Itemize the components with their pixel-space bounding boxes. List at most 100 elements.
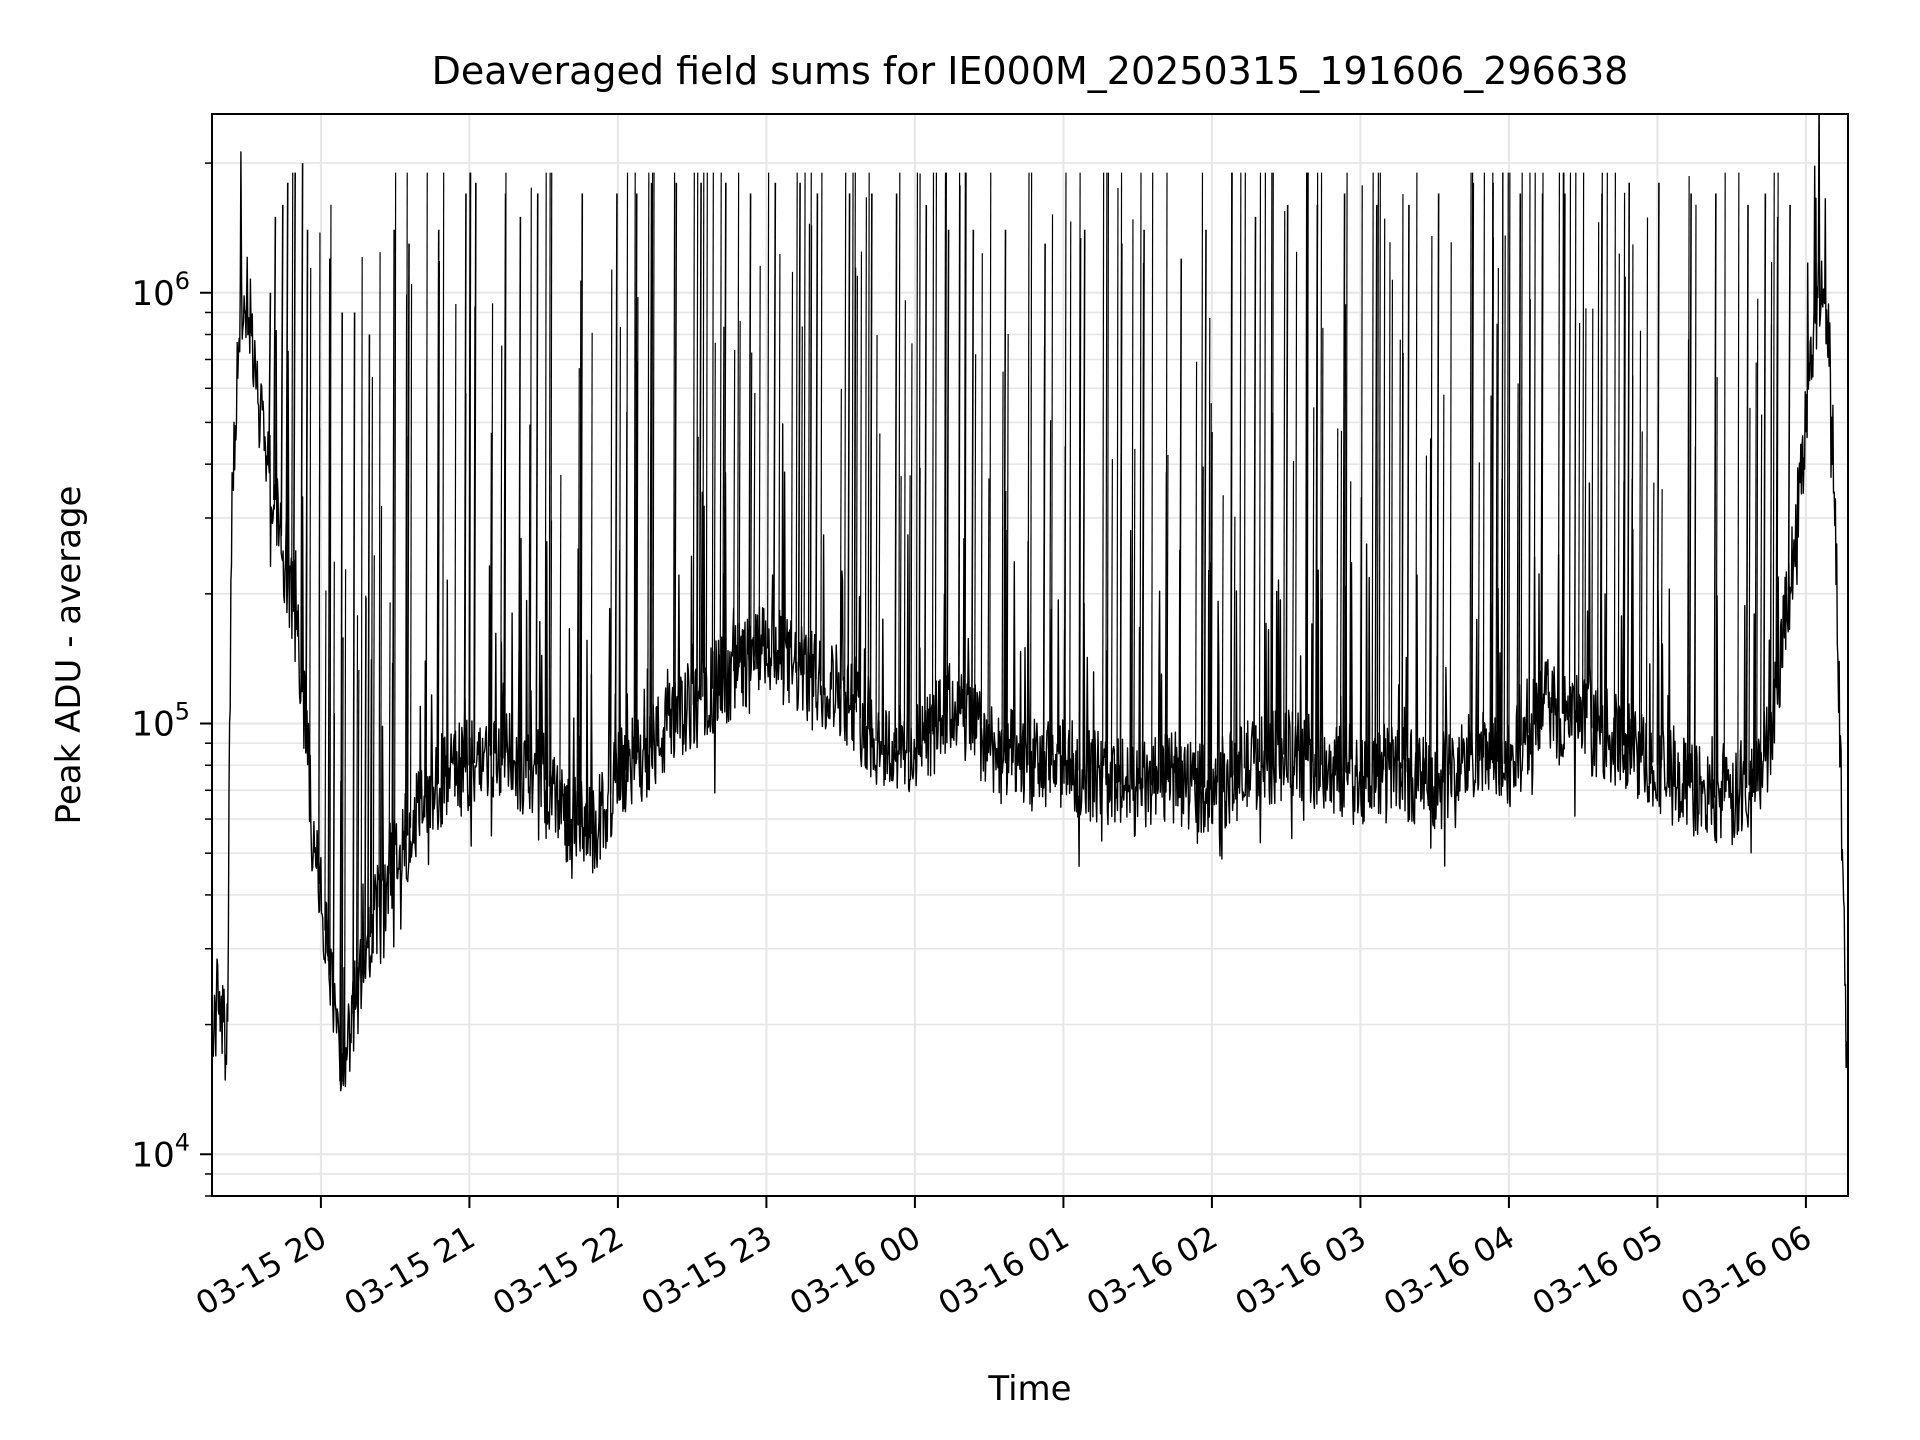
spike-mark — [388, 602, 391, 874]
spike-mark — [1401, 352, 1404, 769]
spike-mark — [1312, 407, 1315, 763]
spike-mark — [268, 292, 272, 465]
spike-mark — [391, 229, 395, 862]
spike-mark — [442, 172, 445, 780]
spike-mark — [633, 172, 636, 763]
spike-mark — [1305, 172, 1308, 761]
spike-mark — [367, 334, 371, 949]
spike-mark — [1119, 172, 1123, 785]
spike-mark — [1687, 175, 1690, 786]
spike-mark — [635, 361, 638, 761]
spike-mark — [357, 669, 360, 995]
spike-mark — [737, 172, 740, 669]
spike-mark — [577, 368, 580, 826]
spike-mark — [634, 193, 638, 762]
spike-mark — [469, 172, 472, 766]
spike-mark — [406, 435, 409, 836]
spike-mark — [1528, 172, 1531, 734]
spike-mark — [394, 172, 397, 855]
spike-mark — [859, 251, 863, 719]
spike-mark — [1049, 420, 1052, 766]
spike-mark — [702, 172, 705, 697]
spike-mark — [1640, 431, 1643, 756]
spike-mark — [1568, 172, 1572, 717]
spike-mark — [291, 172, 294, 598]
spike-mark — [309, 268, 312, 788]
spike-mark — [324, 590, 327, 931]
spike-mark — [1605, 172, 1608, 736]
spike-mark — [1503, 235, 1506, 764]
spike-mark — [851, 172, 854, 706]
spike-mark — [815, 193, 819, 680]
spike-mark — [1638, 330, 1642, 755]
spike-mark — [370, 376, 373, 934]
spike-mark — [1715, 377, 1718, 799]
spike-mark — [1622, 481, 1625, 745]
spike-mark — [548, 172, 551, 787]
spike-mark — [618, 326, 621, 776]
spike-mark — [1230, 172, 1233, 778]
spike-mark — [1078, 172, 1081, 771]
spike-mark — [1591, 308, 1594, 729]
spike-mark — [1201, 466, 1204, 787]
spike-mark — [1756, 298, 1759, 777]
plot-area — [212, 114, 1848, 1092]
spike-mark — [535, 193, 539, 774]
spike-mark — [1390, 279, 1394, 768]
spike-mark — [844, 172, 847, 696]
spike-mark — [1239, 172, 1242, 772]
spike-mark — [1336, 428, 1339, 770]
spike-mark — [839, 388, 842, 690]
spike-mark — [625, 172, 629, 770]
spike-mark — [1209, 403, 1212, 790]
spike-mark — [339, 780, 342, 1082]
spike-mark — [1221, 495, 1224, 784]
spike-mark — [650, 172, 654, 747]
spike-mark — [1489, 395, 1492, 760]
spike-mark — [980, 253, 983, 736]
spike-mark — [1754, 362, 1757, 779]
spike-mark — [705, 172, 708, 694]
spike-mark — [292, 172, 296, 612]
y-tick-base: 10 — [131, 1135, 174, 1175]
spike-mark — [504, 172, 507, 759]
spike-mark — [719, 172, 722, 683]
spike-mark — [1360, 185, 1363, 778]
spike-mark — [341, 637, 344, 1082]
spike-mark — [1042, 345, 1046, 766]
spike-mark — [544, 172, 547, 780]
spike-mark — [332, 712, 336, 1012]
spike-mark — [1597, 222, 1600, 732]
spike-mark — [300, 163, 304, 673]
spike-mark — [1760, 414, 1763, 766]
spike-mark — [1533, 172, 1536, 725]
spike-mark — [722, 326, 725, 680]
spike-mark — [733, 349, 736, 672]
spike-mark — [1518, 193, 1522, 750]
spike-mark — [1520, 172, 1523, 746]
spike-mark — [944, 172, 947, 715]
spike-mark — [931, 172, 935, 732]
spike-mark — [454, 304, 457, 773]
spike-mark — [473, 306, 476, 764]
chart-title: Deaveraged field sums for IE000M_2025031… — [432, 49, 1629, 93]
spike-mark — [1208, 317, 1211, 790]
series-line — [212, 114, 1848, 1090]
spike-mark — [1316, 172, 1319, 764]
spike-mark — [1105, 172, 1108, 780]
spike-mark — [711, 172, 714, 689]
spike-mark — [1166, 455, 1169, 781]
y-tick-label: 106 — [131, 267, 190, 314]
spike-mark — [1306, 172, 1309, 761]
spike-mark — [1345, 172, 1348, 773]
spike-mark — [1030, 172, 1033, 766]
spike-mark — [372, 555, 375, 927]
spike-mark — [528, 424, 531, 771]
spike-mark — [1285, 204, 1289, 754]
spike-mark — [1378, 172, 1381, 772]
spike-mark — [1398, 339, 1401, 767]
y-tick-exponent: 6 — [175, 267, 190, 295]
spike-mark — [946, 229, 950, 713]
spike-mark — [579, 193, 584, 828]
spike-mark — [1477, 462, 1480, 756]
